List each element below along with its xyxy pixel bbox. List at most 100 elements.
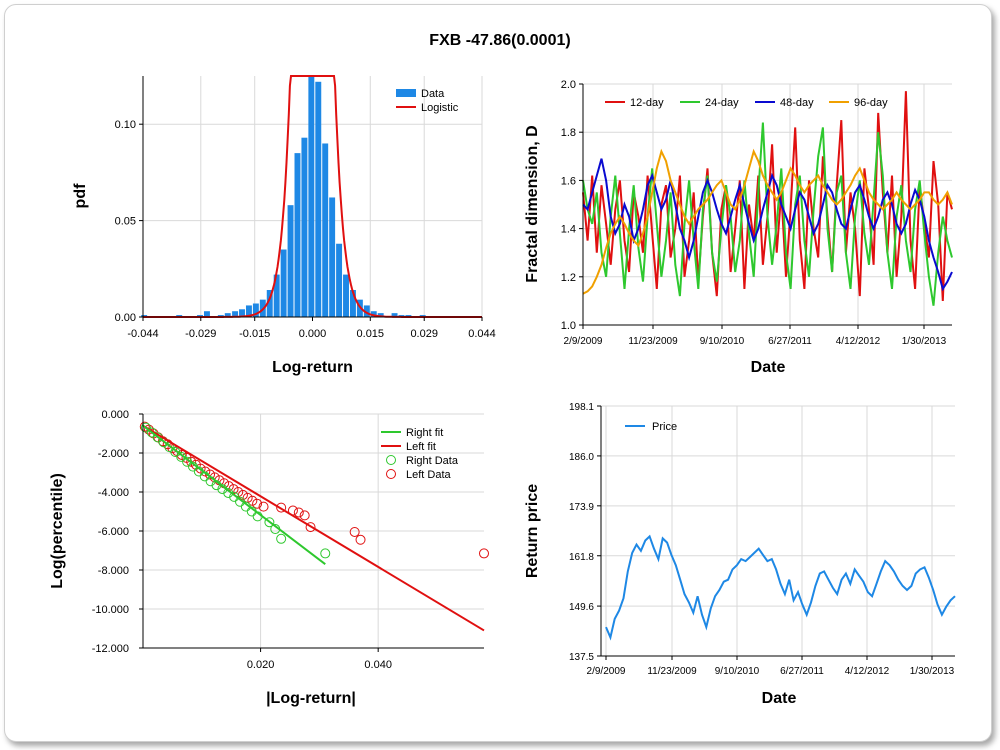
histogram-bar [280, 249, 287, 317]
x-tick-label: 0.040 [364, 659, 392, 671]
legend-label-right-data: Right Data [406, 455, 459, 467]
legend-label-48-day: 48-day [780, 97, 814, 109]
histogram-bar [377, 313, 384, 317]
left-data-point [293, 507, 304, 518]
left-fit-line [142, 424, 485, 632]
histogram-bar [315, 81, 322, 317]
y-tick-label: 0.05 [115, 216, 136, 228]
right-data-point [140, 422, 151, 433]
y-tick-label: 0.00 [115, 312, 136, 324]
y-tick-label: 149.6 [569, 602, 594, 613]
right-data-point [146, 427, 157, 438]
histogram-bar [273, 274, 280, 317]
histogram-bar [343, 274, 349, 317]
x-tick-label: 11/23/2009 [647, 666, 697, 677]
legend-swatch-left-data [386, 469, 396, 479]
right-data-point [229, 491, 240, 502]
x-tick-label: 0.044 [468, 328, 496, 340]
legend-label-12-day: 12-day [630, 97, 664, 109]
y-tick-label: 1.8 [561, 127, 576, 139]
y-tick-label: 137.5 [569, 652, 594, 663]
left-data-point [299, 510, 310, 521]
x-tick-label: 0.015 [357, 328, 385, 340]
price-panel: 2/9/2009 11/23/2009 9/10/2010 6/27/2011 4/12… [524, 402, 956, 707]
histogram-bar [301, 137, 308, 317]
left-data-point [349, 526, 360, 537]
y-tick-label: 1.6 [561, 175, 576, 187]
legend-swatch-right-data [386, 455, 396, 465]
histogram-bar [370, 311, 377, 317]
chart-frame [4, 4, 992, 742]
left-data-point [479, 548, 489, 559]
histogram-bar [203, 311, 210, 317]
tail-panel: 0.020 0.040 0.000 -2.000 -4.000 -6.000 -8.000 -… [49, 409, 489, 707]
y-tick-label: 2.0 [561, 79, 576, 91]
x-tick-label: -0.015 [239, 328, 270, 340]
series-line-96-day [582, 148, 953, 295]
x-tick-label: 0.020 [247, 659, 275, 671]
legend-label-96-day: 96-day [854, 97, 888, 109]
x-tick-label: -0.029 [185, 328, 216, 340]
y-tick-label: -10.000 [92, 604, 129, 616]
y-tick-label: 0.10 [115, 119, 136, 131]
legend-label-price: Price [652, 421, 677, 433]
legend-label-left-fit: Left fit [406, 441, 436, 453]
legend-label-left-data: Left Data [406, 469, 452, 481]
x-tick-label: 2/9/2009 [564, 336, 603, 347]
y-tick-label: -8.000 [98, 565, 129, 577]
x-tick-label: 1/30/2013 [902, 336, 947, 347]
legend-swatch-data [396, 89, 416, 97]
histogram-bar [336, 243, 343, 317]
y-tick-label: 161.8 [569, 552, 594, 563]
y-tick-label: 1.4 [561, 224, 576, 236]
histogram-bar [239, 309, 245, 317]
y-axis-label: Log(percentile) [49, 473, 66, 589]
right-data-point [320, 548, 331, 559]
left-data-point [305, 522, 316, 533]
y-axis-label: Return price [524, 484, 541, 578]
fractal-panel: 2/9/2009 11/23/2009 9/10/2010 6/27/2011 4/12… [524, 79, 953, 376]
right-fit-line [142, 424, 326, 565]
left-data-point [258, 501, 269, 512]
histogram-bar [294, 153, 301, 317]
y-tick-label: 1.0 [561, 320, 576, 332]
x-tick-label: 11/23/2009 [628, 336, 678, 347]
y-tick-label: 1.2 [561, 272, 576, 284]
x-tick-label: 0.029 [410, 328, 438, 340]
legend-label-data: Data [421, 88, 445, 100]
left-data-point [355, 534, 366, 545]
x-axis-label: Log-return [272, 359, 353, 376]
x-axis-label: |Log-return| [266, 690, 356, 707]
right-data-point [276, 533, 287, 544]
legend-label-logistic: Logistic [421, 102, 459, 114]
x-tick-label: 6/27/2011 [768, 336, 812, 347]
right-data-point [170, 447, 181, 458]
x-tick-label: 1/30/2013 [910, 666, 955, 677]
y-tick-label: -2.000 [98, 448, 129, 460]
y-tick-label: 198.1 [569, 402, 594, 413]
histogram-bar [363, 305, 370, 317]
x-axis-label: Date [751, 359, 786, 376]
histogram-bar [329, 197, 336, 317]
x-axis-label: Date [762, 690, 797, 707]
x-tick-label: 9/10/2010 [700, 336, 745, 347]
y-tick-label: -4.000 [98, 487, 129, 499]
y-axis-label: pdf [72, 183, 89, 209]
left-data-point [276, 502, 287, 513]
histogram-bar [349, 290, 356, 317]
x-tick-label: 2/9/2009 [587, 666, 626, 677]
price-line [605, 534, 956, 641]
x-tick-label: 0.000 [299, 328, 327, 340]
y-axis-label: Fractal dimension, D [524, 125, 541, 282]
histogram-bar [287, 205, 294, 317]
figure-title: FXB -47.86(0.0001) [429, 32, 571, 49]
histogram-bar [252, 303, 259, 317]
x-tick-label: 6/27/2011 [780, 666, 824, 677]
y-tick-label: 0.000 [101, 409, 129, 421]
y-tick-label: -6.000 [98, 526, 129, 538]
histogram-bar [308, 76, 315, 317]
right-data-point [264, 517, 275, 528]
x-tick-label: 9/10/2010 [715, 666, 760, 677]
histogram-bar [224, 313, 231, 317]
